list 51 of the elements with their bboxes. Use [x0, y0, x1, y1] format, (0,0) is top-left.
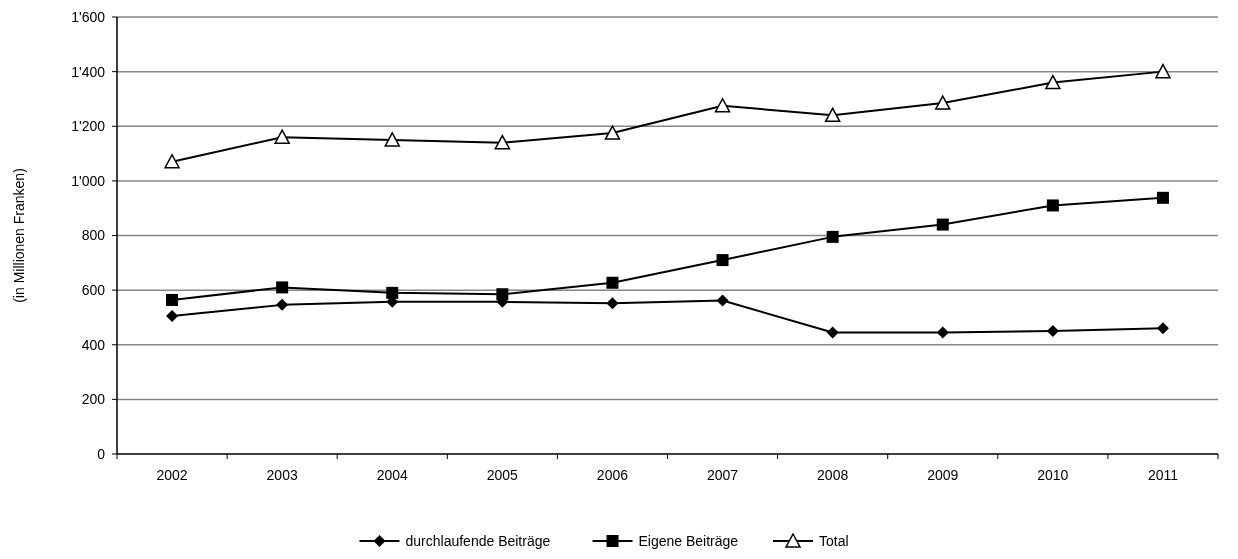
y-tick-label: 600 — [81, 282, 106, 299]
point — [826, 326, 839, 339]
point — [1046, 325, 1059, 338]
legend-label: Eigene Beiträge — [638, 532, 739, 549]
x-tick-label: 2011 — [1147, 467, 1179, 483]
point — [166, 310, 179, 323]
point — [1156, 322, 1169, 335]
x-tick-label: 2009 — [927, 467, 959, 483]
x-tick-label: 2002 — [156, 467, 188, 483]
point — [606, 297, 619, 310]
point — [496, 288, 509, 301]
y-axis-title: (in Millionen Franken) — [11, 168, 27, 303]
point — [716, 294, 729, 307]
y-tick-label: 1'000 — [71, 172, 106, 189]
point — [276, 298, 289, 311]
y-tick-label: 1'600 — [71, 8, 106, 25]
point — [274, 129, 290, 144]
y-tick-label: 1'200 — [71, 118, 106, 135]
point — [384, 132, 400, 147]
point — [936, 218, 949, 231]
y-tick-label: 400 — [81, 336, 106, 353]
x-tick-label: 2006 — [596, 467, 629, 483]
point — [936, 326, 949, 339]
point — [276, 281, 289, 294]
x-tick-label: 2010 — [1037, 467, 1069, 483]
point — [606, 276, 619, 289]
point — [604, 125, 621, 140]
legend-label: Total — [819, 532, 849, 549]
x-tick-label: 2004 — [376, 467, 409, 483]
point — [1156, 191, 1169, 204]
y-tick-label: 800 — [81, 227, 106, 244]
y-tick-label: 0 — [97, 445, 106, 462]
point — [824, 107, 841, 123]
point — [1155, 63, 1171, 79]
point — [716, 254, 729, 267]
point — [935, 95, 951, 110]
x-tick-label: 2005 — [486, 467, 519, 483]
point — [164, 154, 180, 169]
point — [1046, 199, 1059, 212]
x-tick-label: 2007 — [706, 467, 739, 483]
x-tick-label: 2003 — [266, 467, 298, 483]
legend-label: durchlaufende Beiträge — [405, 532, 551, 549]
x-tick-label: 2008 — [817, 467, 849, 483]
point — [386, 286, 399, 299]
y-tick-label: 1'400 — [71, 63, 106, 80]
point — [494, 134, 511, 150]
y-tick-label: 200 — [81, 391, 106, 408]
point — [166, 293, 179, 306]
point — [826, 230, 839, 243]
point — [1045, 74, 1061, 90]
point — [714, 98, 731, 113]
